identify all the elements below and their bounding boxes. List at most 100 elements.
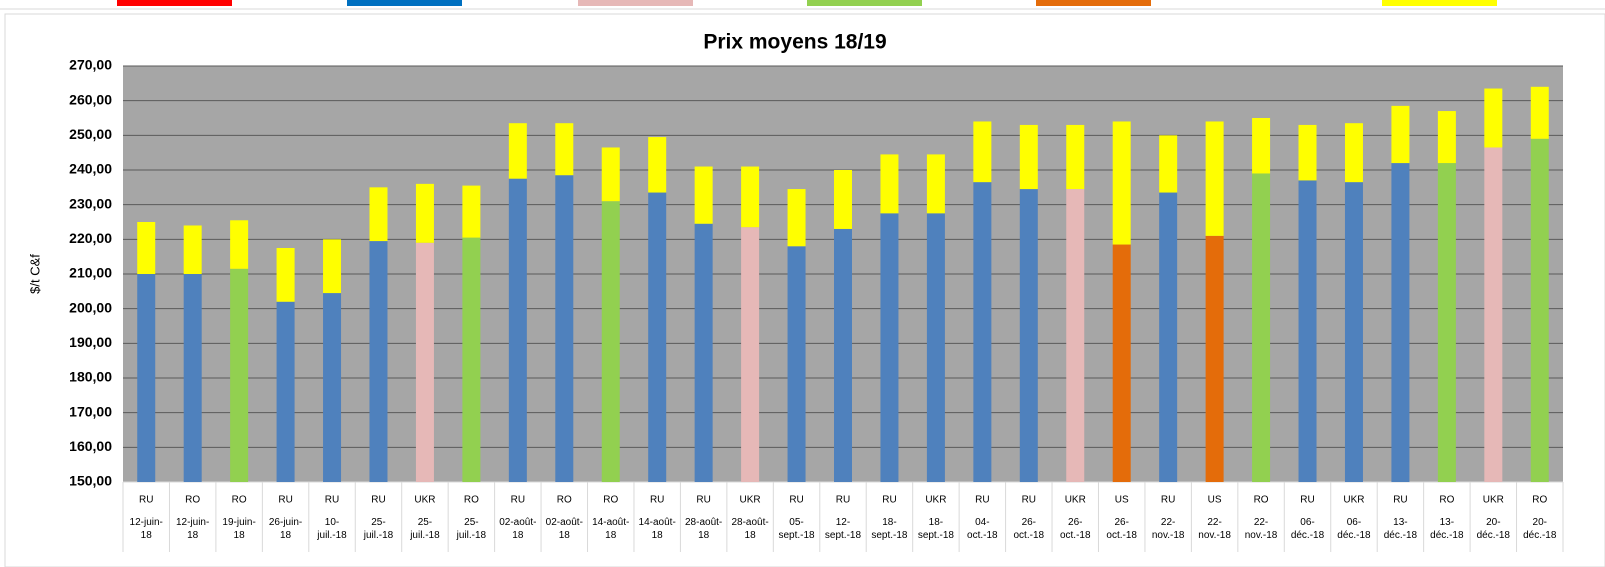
bar-segment (648, 192, 667, 483)
bar-segment (1391, 163, 1410, 483)
date-label: 05-sept.-18 (778, 517, 815, 541)
y-tick-label: 220,00 (69, 230, 112, 246)
date-label: 20-déc.-18 (1523, 517, 1557, 541)
bar-segment (834, 170, 852, 229)
date-label: 28-août-18 (731, 517, 769, 541)
date-label: 25-juil.-18 (456, 517, 487, 541)
date-label: 20-déc.-18 (1476, 517, 1510, 541)
bar-segment (1205, 121, 1224, 236)
origin-label: RO (557, 495, 572, 506)
bar-segment (926, 213, 945, 483)
bar-segment (508, 178, 527, 482)
bar-segment (555, 175, 574, 482)
bar-segment (183, 274, 202, 482)
bar-segment (1066, 124, 1085, 190)
bar-segment (1391, 105, 1410, 164)
bar-segment (834, 228, 852, 482)
bar-segment (1252, 173, 1271, 482)
bar-segment (137, 222, 156, 274)
y-axis-label: $/t C&f (27, 254, 42, 294)
origin-label: RU (325, 495, 339, 506)
date-label: 12-sept.-18 (824, 517, 862, 541)
bar-segment (880, 213, 899, 483)
bar-segment (183, 225, 202, 274)
origin-label: UKR (925, 495, 946, 506)
origin-label: RU (836, 495, 850, 506)
date-label: 22-nov.-18 (1244, 517, 1278, 541)
y-tick-label: 170,00 (69, 403, 112, 419)
bar-segment (694, 166, 713, 224)
y-tick-label: 210,00 (69, 265, 112, 281)
origin-label: RU (975, 495, 989, 506)
y-tick-label: 160,00 (69, 438, 112, 454)
date-label: 13-déc.-18 (1383, 517, 1418, 541)
bar-segment (1112, 244, 1131, 482)
legend-swatch (1036, 0, 1151, 6)
bar-segment (1437, 111, 1456, 164)
origin-label: US (1115, 495, 1129, 506)
bar-segment (787, 189, 806, 247)
date-label: 12-juin-18 (175, 517, 210, 541)
bar-segment (1437, 163, 1456, 483)
origin-label: UKR (414, 495, 435, 506)
bar-segment (323, 239, 342, 294)
bar-segment (1066, 189, 1085, 483)
date-label: 04-oct.-18 (967, 517, 998, 541)
origin-label: RU (1300, 495, 1314, 506)
date-label: 26-oct.-18 (1059, 517, 1091, 541)
bar-segment (880, 154, 899, 214)
bar-segment (1530, 138, 1549, 483)
y-tick-label: 200,00 (69, 299, 112, 315)
origin-label: RO (464, 495, 479, 506)
origin-label: UKR (1483, 495, 1504, 506)
bar-segment (926, 154, 945, 214)
bar-segment (1484, 88, 1503, 148)
bar-segment (1159, 192, 1178, 483)
date-label: 22-nov.-18 (1151, 517, 1185, 541)
date-label: 02-août-18 (545, 517, 583, 541)
bar-segment (741, 166, 760, 228)
y-tick-label: 270,00 (69, 57, 112, 73)
y-tick-label: 260,00 (69, 91, 112, 107)
bar-segment (369, 187, 388, 242)
bar-segment (462, 237, 481, 482)
y-tick-label: 180,00 (69, 369, 112, 385)
date-label: 06-déc.-18 (1290, 517, 1325, 541)
date-label: 14-août-18 (638, 517, 676, 541)
y-tick-label: 190,00 (69, 334, 112, 350)
bar-segment (787, 246, 806, 482)
date-label: 02-août-18 (499, 517, 537, 541)
origin-label: US (1208, 495, 1222, 506)
y-tick-label: 230,00 (69, 195, 112, 211)
bar-segment (555, 123, 574, 176)
legend-swatch (578, 0, 693, 6)
origin-label: RU (278, 495, 292, 506)
bar-segment (694, 223, 713, 482)
origin-label: RU (789, 495, 803, 506)
y-tick-label: 250,00 (69, 126, 112, 142)
bar-segment (415, 242, 434, 482)
date-label: 25-juil.-18 (363, 517, 394, 541)
legend-swatch (807, 0, 922, 6)
origin-label: RO (1254, 495, 1269, 506)
bar-segment (1205, 235, 1224, 482)
origin-label: RU (882, 495, 896, 506)
bar-segment (1344, 182, 1363, 482)
bar-segment (415, 183, 434, 243)
bar-segment (1298, 124, 1317, 181)
bar-segment (1159, 135, 1178, 193)
date-label: 18-sept.-18 (871, 517, 908, 541)
bar-segment (230, 220, 249, 269)
date-label: 26-oct.-18 (1106, 517, 1137, 541)
origin-label: RO (1532, 495, 1547, 506)
legend-swatch (1382, 0, 1497, 6)
y-tick-label: 150,00 (69, 473, 112, 489)
bar-segment (1019, 124, 1038, 190)
bar-segment (137, 274, 156, 482)
bar-segment (462, 185, 481, 238)
chart-title: Prix moyens 18/19 (703, 31, 886, 54)
bar-segment (1019, 189, 1038, 483)
date-label: 13-déc.-18 (1430, 517, 1464, 541)
date-label: 19-juin-18 (222, 517, 256, 541)
